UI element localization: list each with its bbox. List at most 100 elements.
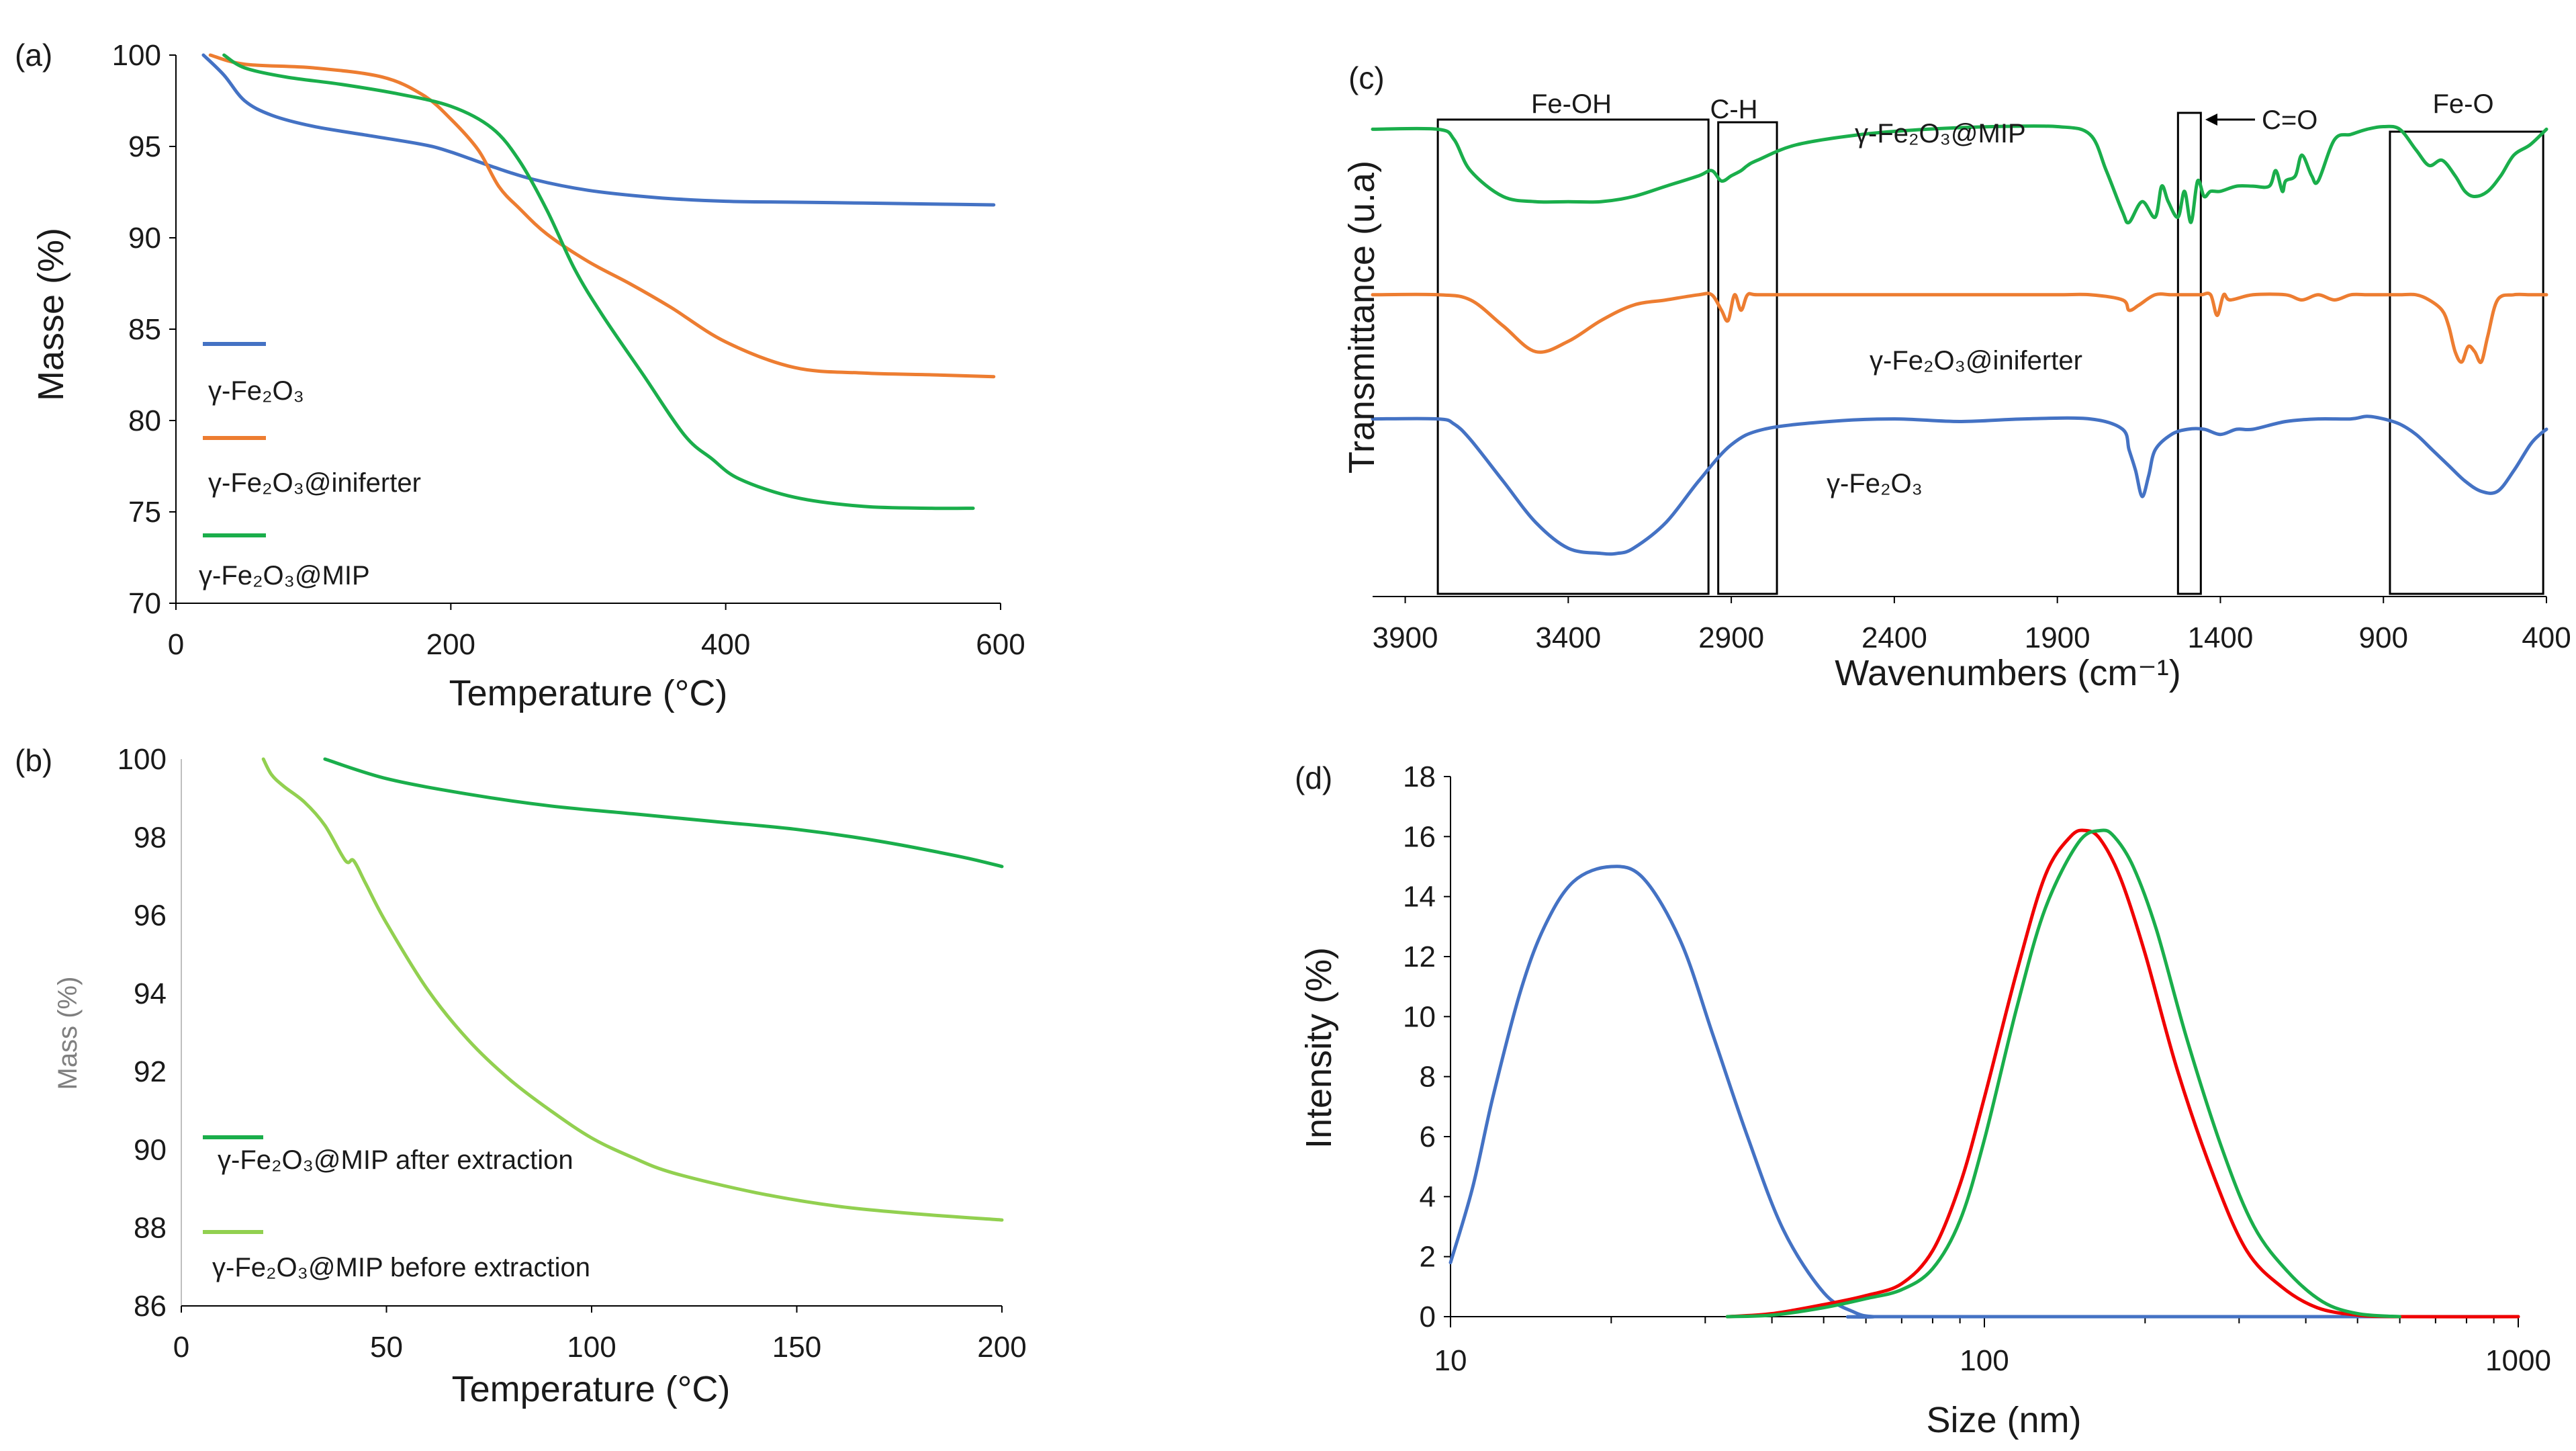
b-y-tick-label: 90 <box>134 1133 167 1166</box>
c-band-box-feo <box>2389 130 2544 595</box>
d-y-tick-label: 12 <box>1403 940 1436 973</box>
a-series-line-1 <box>208 53 996 379</box>
c-x-tick-label: 1900 <box>2025 621 2090 654</box>
panel-a-legend: γ-Fe₂O₃ γ-Fe₂O₃@iniferter γ-Fe₂O₃@MIP <box>199 342 421 590</box>
panel-d-y-label: Intensity (%) <box>1299 947 1339 1149</box>
panel-c-label: (c) <box>1348 60 1385 95</box>
a-y-tick-label: 85 <box>128 313 161 346</box>
c-x-tick-label: 3400 <box>1535 621 1601 654</box>
panel-c-x-label: Wavenumbers (cm⁻¹) <box>1835 653 2181 693</box>
annotation-c-h: C-H <box>1710 95 1757 124</box>
d-y-tick-label: 0 <box>1420 1301 1436 1333</box>
d-y-tick-label: 16 <box>1403 820 1436 853</box>
d-x-tick-label: 100 <box>1960 1344 2009 1377</box>
panel-c: (c) 3900 3400 2900 2400 1900 1400 900 400 Waven… <box>1342 60 2571 693</box>
d-series-line-0 <box>1448 865 2520 1319</box>
c-x-tick-label: 2400 <box>1861 621 1927 654</box>
a-y-tick-label: 70 <box>128 587 161 620</box>
b-y-tick-label: 96 <box>134 899 167 932</box>
annotation-fe-oh: Fe-OH <box>1531 89 1612 119</box>
b-y-tick-label: 88 <box>134 1212 167 1245</box>
a-y-tick-label: 75 <box>128 496 161 529</box>
panel-a-x-label: Temperature (°C) <box>449 673 728 713</box>
annotation-fe-o: Fe-O <box>2432 89 2493 119</box>
panel-b-x-label: Temperature (°C) <box>452 1369 731 1409</box>
c-x-tick-label: 3900 <box>1373 621 1438 654</box>
c-series-line-0 <box>1371 124 2548 225</box>
legend-label-b-0: γ-Fe₂O₃@MIP after extraction <box>218 1145 573 1175</box>
b-y-tick-label: 94 <box>134 977 167 1010</box>
panel-a-y-ticks: 70 75 80 85 90 95 100 <box>112 39 176 620</box>
c-band-box-feoh <box>1436 118 1710 595</box>
d-y-tick-label: 2 <box>1420 1241 1436 1274</box>
panel-d-y-ticks: 0 2 4 6 8 10 12 14 16 18 <box>1403 760 1451 1333</box>
b-x-tick-label: 0 <box>173 1331 189 1364</box>
a-y-tick-label: 100 <box>112 39 161 72</box>
b-series-line-1 <box>261 757 1004 1222</box>
d-y-tick-label: 10 <box>1403 1000 1436 1033</box>
panel-a-series <box>201 53 996 511</box>
d-y-tick-label: 4 <box>1420 1180 1436 1213</box>
panel-a-x-ticks: 0 200 400 600 <box>168 603 1025 661</box>
a-y-tick-label: 80 <box>128 404 161 437</box>
c-series-line-2 <box>1371 414 2548 556</box>
panel-a: (a) 70 75 80 85 90 95 100 0 200 400 600 Temperatu… <box>15 38 1025 713</box>
c-series-line-1 <box>1371 292 2548 365</box>
panel-d-x-ticks: 10 100 1000 <box>1434 1317 2551 1377</box>
panel-b-y-ticks: 86 88 90 92 94 96 98 100 <box>118 743 167 1323</box>
panel-c-band-boxes <box>1436 112 2544 595</box>
annotation-c-o-arrowhead <box>2205 114 2217 126</box>
spectrum-label-fe2o3: γ-Fe₂O₃ <box>1827 469 1923 498</box>
c-x-tick-label: 900 <box>2359 621 2408 654</box>
d-series-line-2 <box>1725 828 2402 1319</box>
c-band-box-ch <box>1717 121 1778 595</box>
a-y-tick-label: 90 <box>128 222 161 255</box>
d-y-tick-label: 14 <box>1403 881 1436 914</box>
b-x-tick-label: 50 <box>370 1331 403 1364</box>
b-y-tick-label: 86 <box>134 1290 167 1323</box>
panel-b-series <box>261 757 1004 1222</box>
panel-d-x-label: Size (nm) <box>1926 1400 2081 1440</box>
panel-b: (b) 86 88 90 92 94 96 98 100 0 50 100 150 200 Tempe… <box>15 743 1027 1409</box>
panel-b-y-label: Mass (%) <box>53 977 83 1090</box>
d-y-tick-label: 18 <box>1403 760 1436 793</box>
b-y-tick-label: 98 <box>134 821 167 854</box>
legend-label-b-1: γ-Fe₂O₃@MIP before extraction <box>212 1253 590 1282</box>
a-series-line-2 <box>222 53 975 511</box>
panel-b-legend: γ-Fe₂O₃@MIP after extraction γ-Fe₂O₃@MIP… <box>203 1135 590 1282</box>
d-series-line-1 <box>1725 828 2520 1319</box>
c-x-tick-label: 400 <box>2522 621 2571 654</box>
d-x-tick-label: 10 <box>1434 1344 1467 1377</box>
c-x-tick-label: 1400 <box>2187 621 2253 654</box>
panel-a-y-label: Masse (%) <box>31 228 71 401</box>
d-y-tick-label: 6 <box>1420 1120 1436 1153</box>
panel-c-series <box>1371 124 2548 556</box>
a-x-tick-label: 600 <box>976 628 1025 661</box>
b-x-tick-label: 200 <box>977 1331 1026 1364</box>
spectrum-label-mip: γ-Fe₂O₃@MIP <box>1855 119 2026 148</box>
b-y-tick-label: 100 <box>118 743 167 776</box>
b-y-tick-label: 92 <box>134 1055 167 1088</box>
legend-label-a-2: γ-Fe₂O₃@MIP <box>199 561 370 590</box>
panel-c-y-label: Transmittance (u.a) <box>1342 161 1382 474</box>
b-x-tick-label: 100 <box>567 1331 616 1364</box>
legend-label-a-1: γ-Fe₂O₃@iniferter <box>208 468 421 498</box>
d-x-tick-label: 1000 <box>2485 1344 2551 1377</box>
annotation-c-o: C=O <box>2262 105 2317 135</box>
d-y-tick-label: 8 <box>1420 1061 1436 1094</box>
b-series-line-0 <box>323 757 1004 869</box>
b-x-tick-label: 150 <box>772 1331 821 1364</box>
a-y-tick-label: 95 <box>128 130 161 163</box>
panel-c-x-ticks: 3900 3400 2900 2400 1900 1400 900 400 <box>1373 597 2571 654</box>
a-x-tick-label: 0 <box>168 628 184 661</box>
a-x-tick-label: 400 <box>701 628 750 661</box>
a-series-line-0 <box>201 53 996 207</box>
panel-b-x-ticks: 0 50 100 150 200 <box>173 1306 1027 1364</box>
c-x-tick-label: 2900 <box>1698 621 1764 654</box>
panel-b-label: (b) <box>15 743 52 778</box>
panel-a-label: (a) <box>15 38 52 73</box>
panel-d-series <box>1448 828 2520 1319</box>
legend-label-a-0: γ-Fe₂O₃ <box>208 376 304 406</box>
